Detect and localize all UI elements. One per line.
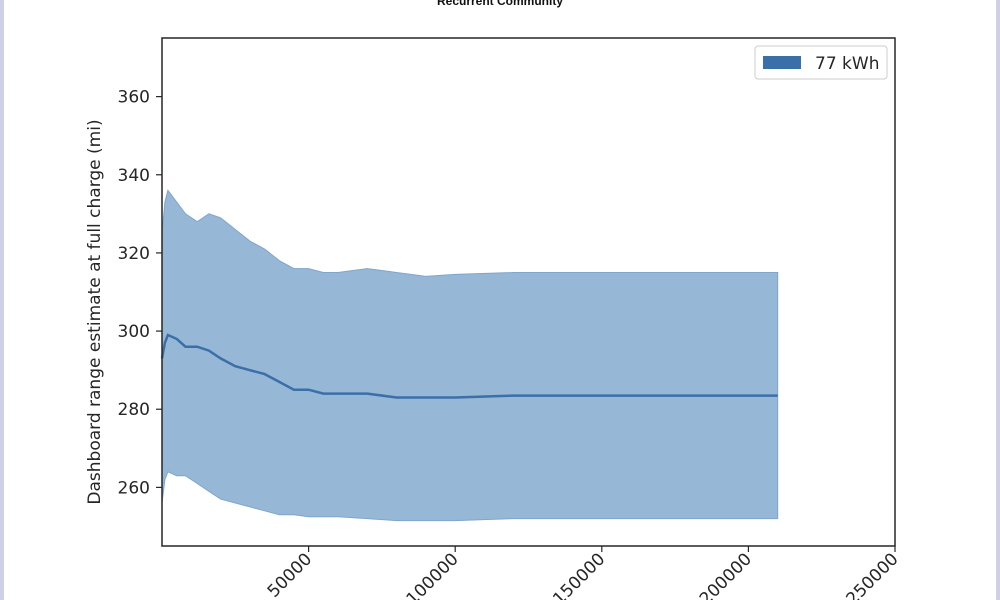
y-tick-label: 280 (118, 400, 150, 420)
y-tick-label: 300 (118, 322, 150, 342)
mean-line-77kwh (160, 333, 778, 399)
legend-swatch-77kwh (763, 56, 801, 69)
y-tick-label: 260 (118, 478, 150, 498)
x-tick-label: 200000 (696, 549, 756, 600)
legend-box (754, 45, 888, 80)
y-tick-label: 320 (118, 244, 150, 264)
left-frame-border (0, 0, 4, 600)
page-title: Recurrent Community (436, 0, 564, 8)
right-frame-border (996, 0, 1000, 600)
legend-label-77kwh: 77 kWh (815, 54, 879, 74)
y-tick-label: 360 (118, 88, 150, 108)
x-tick-label: 100000 (403, 549, 463, 600)
axes-frame (161, 37, 896, 547)
legend: 77 kWh (754, 45, 888, 80)
x-tick-label: 150000 (549, 549, 609, 600)
x-tick-label: 250000 (842, 549, 902, 600)
y-tick-label: 340 (118, 166, 150, 186)
x-tick-label: 50000 (264, 549, 316, 600)
y-axis-label: Dashboard range estimate at full charge … (85, 119, 105, 504)
range-band-77kwh (161, 189, 779, 522)
